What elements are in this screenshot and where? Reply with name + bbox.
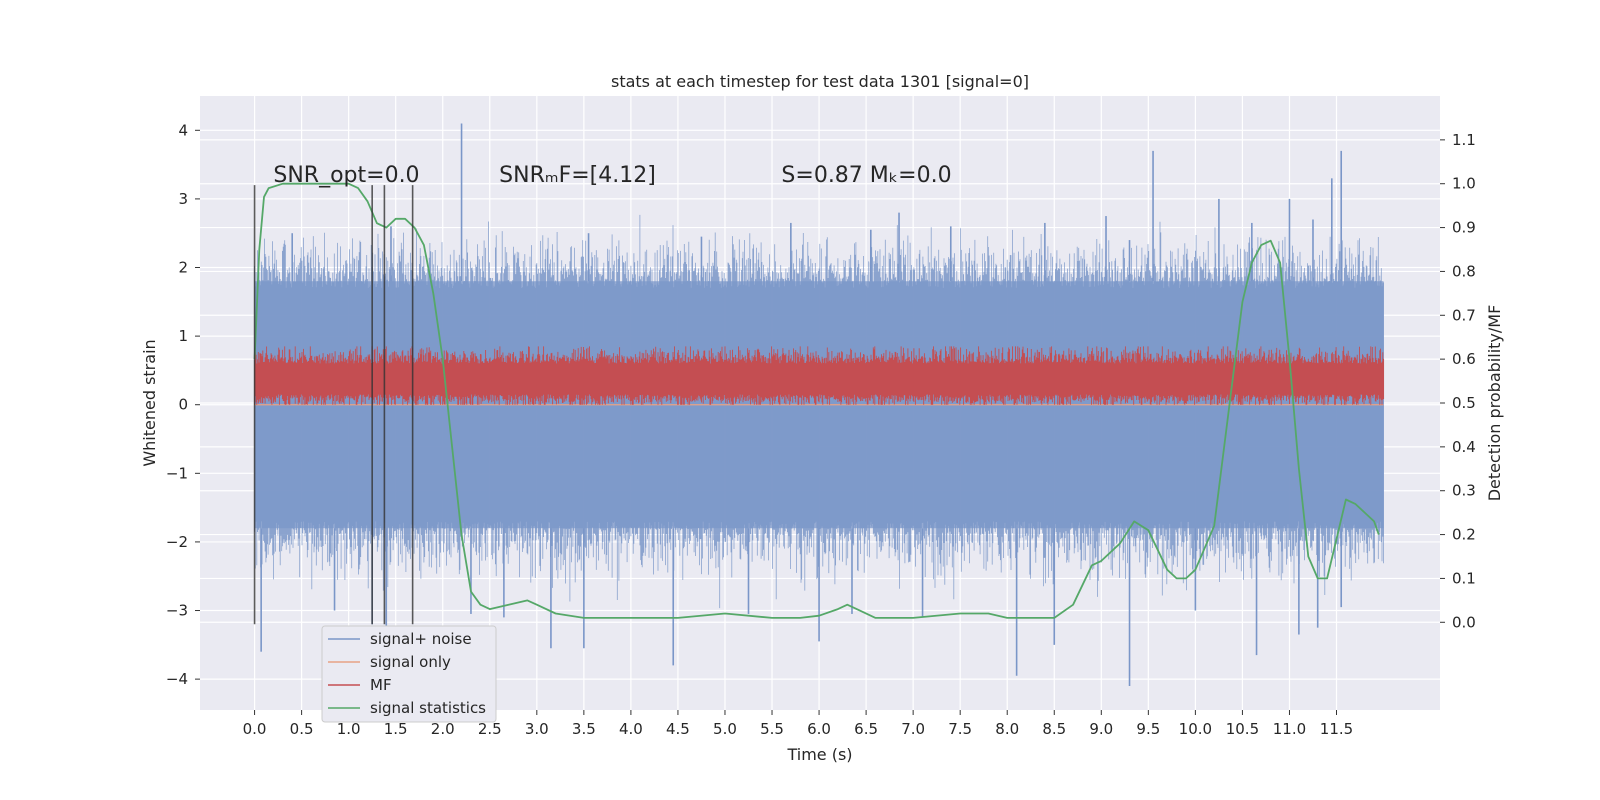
axes: 0.0 0.5 1.0 1.5 2.0 2.5 3.0 3.5 4.0 4.5 5.0 5.5 6.0 6…	[166, 121, 1476, 738]
y-tick-label: −4	[166, 670, 188, 688]
legend-label-signal-noise: signal+ noise	[370, 630, 472, 648]
y-axis-label-right: Detection probability/MF	[1485, 305, 1504, 502]
legend-box	[321, 625, 497, 723]
x-tick-label: 5.5	[760, 720, 784, 738]
legend: signal+ noise signal only MF signal stat…	[321, 625, 497, 723]
y-tick-label-right: 1.0	[1452, 175, 1476, 193]
x-tick-label: 11.0	[1273, 720, 1306, 738]
x-tick-label: 9.5	[1136, 720, 1160, 738]
y-tick-label-right: 0.1	[1452, 569, 1476, 587]
series-signal-statistics	[253, 182, 1380, 619]
annotation-snr-mf: SNRₘF=[4.12]	[499, 163, 656, 188]
y-tick-label-right: 0.5	[1452, 394, 1476, 412]
annotation-s-mc: S=0.87 Mₖ=0.0	[781, 163, 951, 188]
annotation-snr-opt: SNR_opt=0.0	[273, 163, 419, 188]
x-tick-label: 8.0	[995, 720, 1019, 738]
x-tick-label: 2.0	[431, 720, 455, 738]
x-tick-label: 1.5	[384, 720, 408, 738]
x-tick-label: 8.5	[1042, 720, 1066, 738]
y-tick-label-right: 0.0	[1452, 613, 1476, 631]
x-axis-label: Time (s)	[786, 745, 852, 764]
x-tick-label: 1.0	[337, 720, 361, 738]
x-tick-label: 7.5	[948, 720, 972, 738]
y-tick-label-right: 0.2	[1452, 526, 1476, 544]
y-tick-label: 0	[178, 396, 188, 414]
x-tick-label: 4.5	[666, 720, 690, 738]
y-tick-label: −2	[166, 533, 188, 551]
x-tick-label: 2.5	[478, 720, 502, 738]
x-tick-label: 3.5	[572, 720, 596, 738]
x-tick-label: 11.5	[1320, 720, 1353, 738]
x-tick-label: 9.0	[1089, 720, 1113, 738]
legend-label-signal-statistics: signal statistics	[370, 699, 486, 717]
x-tick-label: 3.0	[525, 720, 549, 738]
y-tick-label: 1	[178, 327, 188, 345]
y-tick-label: −3	[166, 602, 188, 620]
y-tick-label: 2	[178, 259, 188, 277]
legend-label-signal-only: signal only	[370, 653, 451, 671]
x-tick-label: 10.5	[1226, 720, 1259, 738]
x-tick-label: 10.0	[1179, 720, 1212, 738]
y-tick-label-right: 0.9	[1452, 219, 1476, 237]
y-tick-label-right: 0.4	[1452, 438, 1476, 456]
series-layer	[253, 123, 1385, 686]
y-tick-label-right: 0.3	[1452, 482, 1476, 500]
y-tick-label: 3	[178, 190, 188, 208]
y-tick-label-right: 0.6	[1452, 350, 1476, 368]
y-tick-label-right: 0.7	[1452, 306, 1476, 324]
x-tick-label: 5.0	[713, 720, 737, 738]
x-tick-label: 4.0	[619, 720, 643, 738]
legend-label-mf: MF	[370, 676, 392, 694]
chart-title: stats at each timestep for test data 130…	[611, 72, 1029, 91]
y-tick-label-right: 1.1	[1452, 131, 1476, 149]
y-axis-label: Whitened strain	[140, 339, 159, 466]
x-tick-label: 6.0	[807, 720, 831, 738]
y-tick-label: 4	[178, 121, 188, 139]
x-tick-label: 0.5	[290, 720, 314, 738]
x-tick-label: 7.0	[901, 720, 925, 738]
x-tick-label: 6.5	[854, 720, 878, 738]
y-tick-label-right: 0.8	[1452, 262, 1476, 280]
series-mf	[254, 346, 1385, 405]
vertical-markers	[253, 185, 414, 625]
annotations: SNR_opt=0.0 SNRₘF=[4.12] S=0.87 Mₖ=0.0	[273, 163, 951, 188]
x-tick-label: 0.0	[243, 720, 267, 738]
y-tick-label: −1	[166, 464, 188, 482]
